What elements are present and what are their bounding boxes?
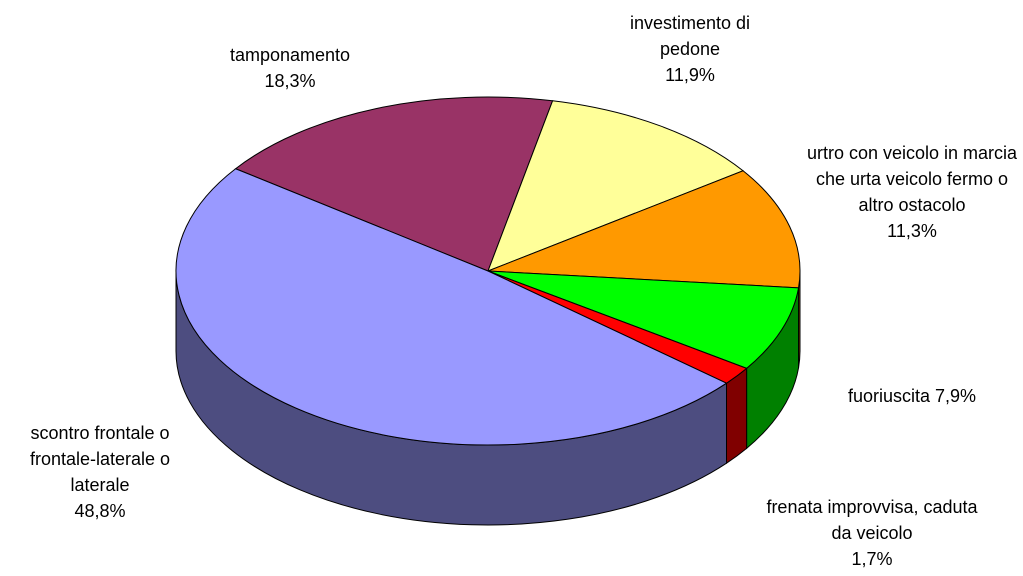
- slice-label: investimento di pedone 11,9%: [605, 10, 775, 88]
- slice-label: frenata improvvisa, caduta da veicolo 1,7…: [762, 494, 982, 572]
- slice: [487, 100, 745, 272]
- category-label: tamponamento: [229, 45, 351, 65]
- slice: [487, 270, 800, 369]
- value-label: 1,7%: [851, 549, 893, 569]
- slice-label: scontro frontale o frontale-laterale o l…: [3, 420, 198, 524]
- slice-label: fuoriuscita 7,9%: [812, 383, 1012, 409]
- slice: [487, 170, 801, 289]
- value-label: 11,9%: [665, 65, 715, 85]
- value-label: 18,3%: [264, 71, 316, 91]
- category-label: urtro con veicolo in marcia che urta vei…: [806, 143, 1018, 215]
- value-label: 48,8%: [74, 501, 126, 521]
- category-label: fuoriuscita: [847, 386, 930, 406]
- category-label: frenata improvvisa, caduta da veicolo: [766, 497, 978, 543]
- category-label: investimento di pedone: [629, 13, 751, 59]
- slice-label: tamponamento 18,3%: [180, 42, 400, 94]
- value-label: 7,9%: [935, 386, 977, 406]
- category-label: scontro frontale o frontale-laterale o l…: [29, 423, 171, 495]
- slice: [175, 168, 728, 446]
- slice-side: [726, 367, 748, 465]
- slice: [234, 96, 554, 272]
- value-label: 11,3%: [887, 221, 937, 241]
- slice-label: urtro con veicolo in marcia che urta vei…: [800, 140, 1023, 244]
